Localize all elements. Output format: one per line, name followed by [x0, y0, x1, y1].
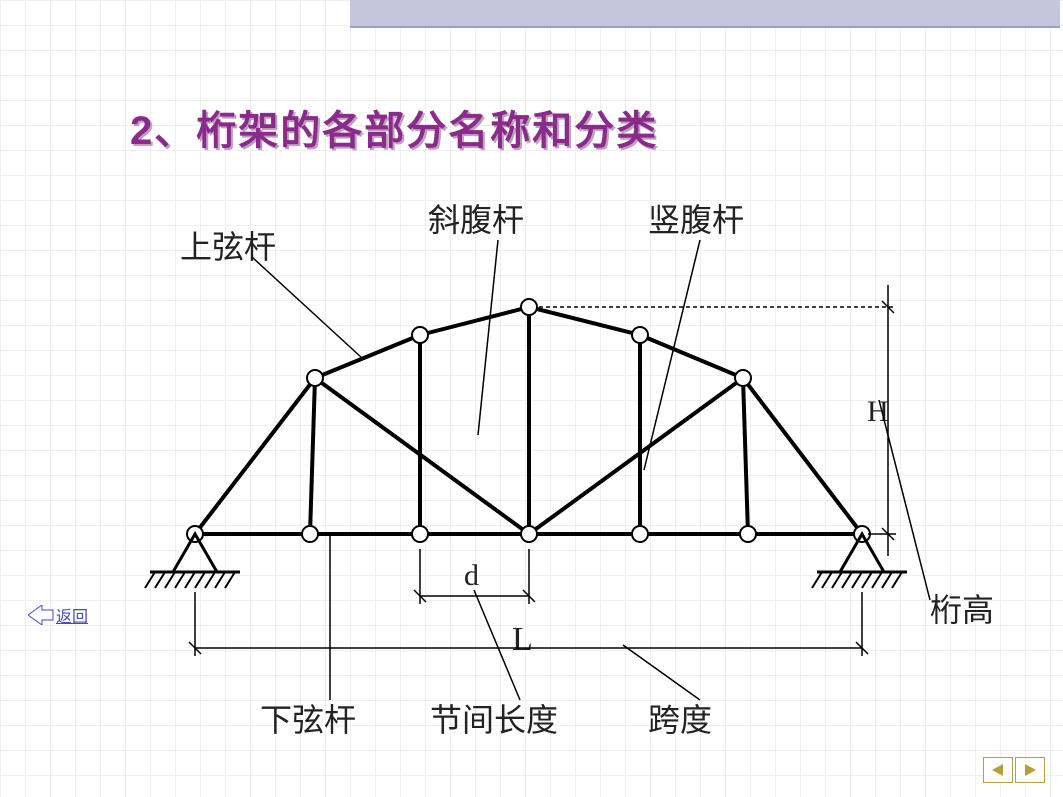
truss-diagram: [0, 0, 1063, 797]
